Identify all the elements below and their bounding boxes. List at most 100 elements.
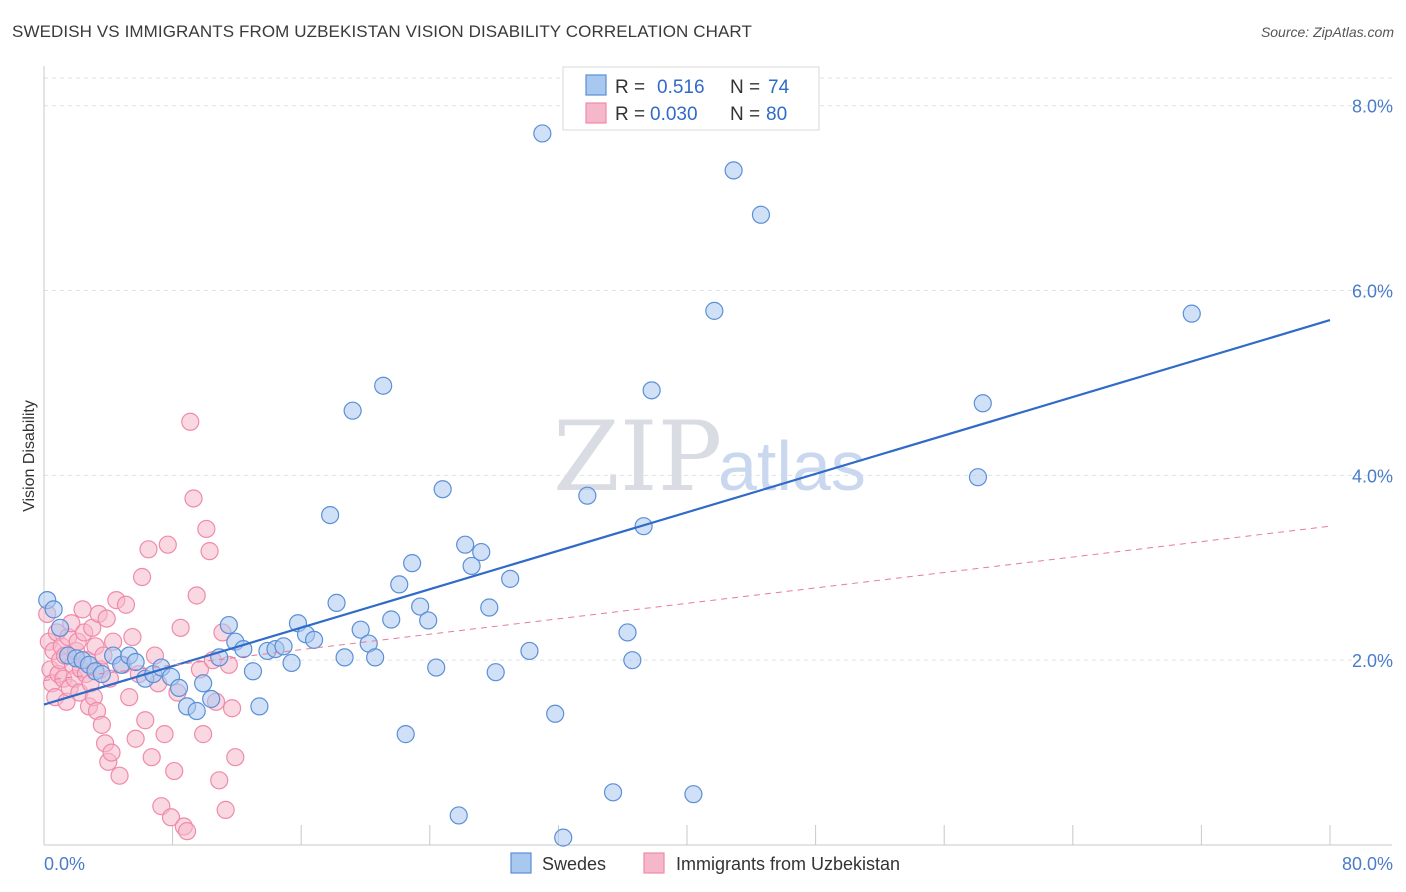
uzbekistan-point bbox=[139, 540, 158, 559]
swedes-point bbox=[751, 205, 771, 224]
trend-lines bbox=[43, 319, 1331, 706]
swedes-point bbox=[304, 630, 324, 649]
swedes-point bbox=[50, 618, 70, 637]
swedes-point bbox=[351, 620, 370, 639]
swedes-point bbox=[520, 641, 539, 661]
uzbekistan-point bbox=[210, 771, 229, 790]
legend-r-value-uzbekistan: 0.030 bbox=[650, 104, 698, 125]
swedes-point bbox=[642, 381, 661, 400]
swedes-point bbox=[433, 480, 452, 499]
x-tick-label: 0.0% bbox=[44, 854, 85, 874]
uzbekistan-point bbox=[126, 729, 145, 748]
swedes-point bbox=[126, 652, 145, 672]
swedes-point bbox=[335, 648, 354, 667]
legend-n-value-uzbekistan: 80 bbox=[766, 104, 787, 125]
swedes-point bbox=[456, 535, 475, 554]
swedes-point bbox=[234, 639, 253, 659]
swedes-point bbox=[724, 161, 743, 180]
swedes-point bbox=[973, 394, 992, 413]
uzbekistan-point bbox=[120, 688, 139, 707]
chart-title: SWEDISH VS IMMIGRANTS FROM UZBEKISTAN VI… bbox=[12, 22, 752, 41]
bottom-legend-label-swedes: Swedes bbox=[542, 854, 606, 874]
swedes-point bbox=[449, 806, 468, 825]
uzbekistan-point bbox=[123, 627, 142, 647]
swedes-point bbox=[419, 611, 438, 630]
swedes-point bbox=[554, 828, 573, 847]
swedes-point bbox=[623, 651, 642, 670]
uzbekistan-point bbox=[142, 748, 161, 767]
y-tick-label: 8.0% bbox=[1352, 97, 1393, 117]
uzbekistan-point bbox=[181, 412, 200, 431]
uzbekistan-point bbox=[197, 519, 216, 539]
uzbekistan-point bbox=[132, 567, 152, 587]
y-axis-label: Vision Disability bbox=[21, 400, 38, 512]
x-tick-labels: 0.0% 80.0% bbox=[44, 854, 1393, 874]
uzbekistan-point bbox=[216, 800, 235, 819]
swedes-point bbox=[343, 401, 362, 420]
legend-swatch-uzbekistan bbox=[585, 102, 607, 124]
uzbekistan-point bbox=[102, 743, 121, 762]
swedes-point bbox=[282, 653, 301, 673]
swedes-point bbox=[327, 593, 346, 612]
uzbekistan-point bbox=[110, 766, 129, 785]
y-tick-label: 4.0% bbox=[1352, 466, 1393, 486]
swedes-point bbox=[321, 505, 340, 525]
swedes-point bbox=[546, 704, 565, 723]
legend-r-label-swedes: R = bbox=[615, 77, 645, 98]
uzbekistan-point bbox=[97, 609, 116, 628]
swedes-point bbox=[411, 597, 430, 616]
swedes-point bbox=[705, 301, 724, 320]
swedes-point bbox=[194, 674, 213, 693]
swedes-point bbox=[968, 468, 988, 487]
swedes-point bbox=[603, 783, 623, 802]
uzbekistan-point bbox=[177, 822, 197, 841]
y-tick-labels: 2.0% 4.0% 6.0% 8.0% bbox=[1352, 97, 1393, 671]
swedes-point bbox=[390, 575, 409, 594]
uzbekistan-points bbox=[38, 412, 245, 841]
swedes-point bbox=[480, 598, 499, 617]
x-tick-label: 80.0% bbox=[1342, 854, 1393, 874]
uzbekistan-point bbox=[200, 542, 219, 561]
uzbekistan-point bbox=[158, 535, 177, 554]
bottom-legend: Swedes Immigrants from Uzbekistan bbox=[510, 852, 900, 874]
uzbekistan-point bbox=[222, 699, 242, 718]
grid bbox=[44, 77, 1392, 661]
uzbekistan-point bbox=[116, 595, 136, 614]
legend-n-label-uzbekistan: N = bbox=[730, 104, 760, 125]
uzbekistan-point bbox=[165, 761, 184, 781]
bottom-legend-swatch-swedes bbox=[510, 852, 532, 874]
swedes-point bbox=[202, 689, 221, 709]
legend: R = 0.516 N = 74 R = 0.030 N = 80 bbox=[562, 66, 820, 131]
watermark: ZIP atlas bbox=[553, 401, 866, 513]
swedes-point bbox=[684, 785, 703, 804]
uzbekistan-point bbox=[161, 808, 181, 827]
uzbekistan-point bbox=[136, 711, 155, 730]
uzbekistan-point bbox=[73, 600, 92, 619]
swedes-point bbox=[187, 701, 206, 721]
legend-n-label-swedes: N = bbox=[730, 77, 760, 98]
swedes-point bbox=[250, 697, 269, 716]
swedes-point bbox=[472, 542, 491, 562]
swedes-point bbox=[44, 600, 63, 619]
bottom-legend-swatch-uzbekistan bbox=[643, 852, 665, 874]
uzbekistan-point bbox=[187, 586, 206, 605]
swedes-point bbox=[374, 376, 393, 395]
swedes-point bbox=[618, 623, 637, 642]
swedes-trendline bbox=[43, 319, 1331, 706]
swedes-point bbox=[274, 637, 293, 656]
legend-n-value-swedes: 74 bbox=[768, 77, 790, 98]
swedes-point bbox=[1182, 304, 1201, 323]
swedes-point bbox=[462, 556, 481, 576]
swedes-point bbox=[382, 610, 401, 629]
legend-swatch-swedes bbox=[585, 74, 607, 96]
swedes-point bbox=[169, 678, 189, 698]
swedes-point bbox=[533, 124, 552, 143]
uzbekistan-point bbox=[194, 725, 213, 744]
uzbekistan-point bbox=[171, 618, 190, 637]
swedes-point bbox=[396, 725, 415, 744]
swedes-point bbox=[219, 615, 238, 635]
uzbekistan-point bbox=[155, 725, 174, 744]
y-tick-label: 2.0% bbox=[1352, 651, 1393, 671]
swedes-point bbox=[427, 658, 446, 677]
